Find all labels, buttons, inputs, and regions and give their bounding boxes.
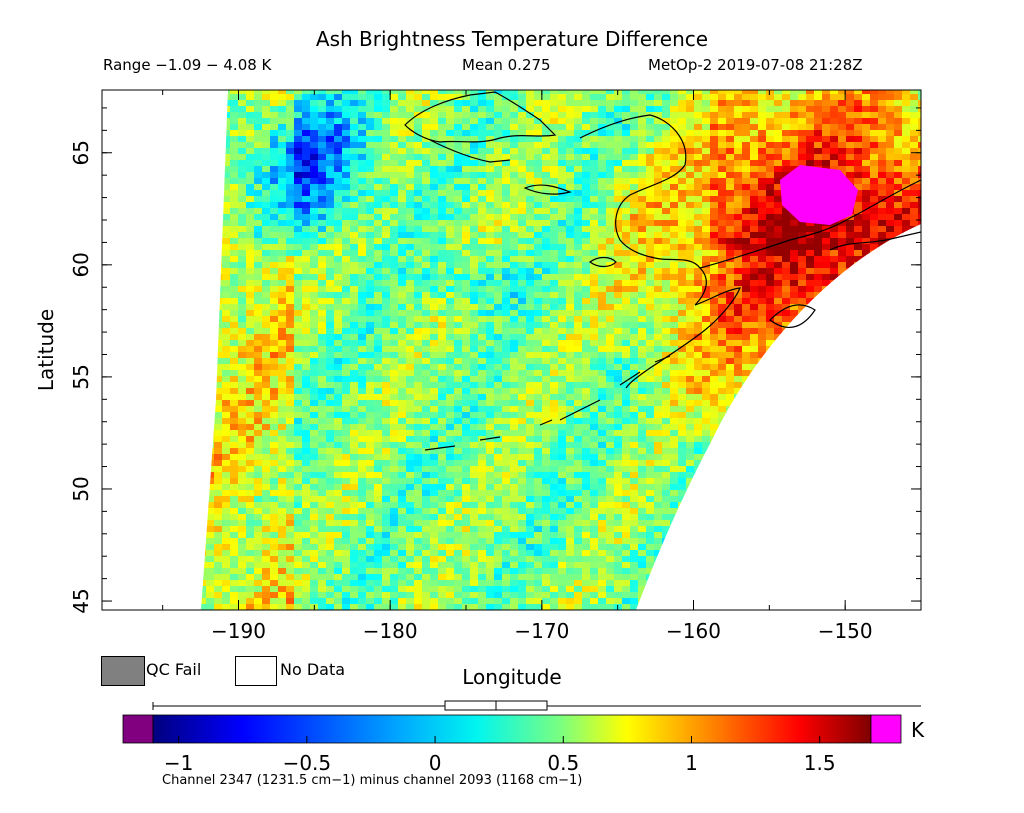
x-axis: −190 −180 −170 −160 −150 [162,90,922,643]
y-tick-label: 65 [69,140,93,165]
coastlines [404,91,921,451]
y-tick-label: 45 [69,588,93,613]
coastline-alaska-south [699,179,921,269]
colorbar-gradient [152,714,872,744]
y-axis-label: Latitude [34,308,58,392]
coastline-st-lawrence [523,184,572,195]
y-axis: 45 50 55 60 65 [69,107,921,614]
colorbar-tick-label: 0 [429,751,442,775]
qc-fail-swatch [101,656,145,686]
plot-frame [101,89,922,611]
colorbar-tick-label: 1 [685,751,698,775]
mean-text: Mean 0.275 [462,56,551,74]
colorbar: −1 −0.5 0 0.5 1 1.5 [122,700,921,775]
no-data-swatch [235,656,277,686]
colorbar-tick-label: −1 [164,751,193,775]
coastline-gulf [829,231,921,251]
coastline-aleutians [424,355,671,451]
y-tick-label: 60 [69,252,93,277]
range-text: Range −1.09 − 4.08 K [103,56,272,74]
satellite-timestamp: MetOp-2 2019-07-08 21:28Z [648,56,863,74]
x-tick-label: −160 [666,619,721,643]
coastline-alaska-west [579,114,741,389]
no-data-label: No Data [280,660,346,679]
x-tick-label: −170 [514,619,569,643]
x-axis-label: Longitude [462,665,562,689]
qc-fail-label: QC Fail [146,660,202,679]
y-tick-label: 55 [69,364,93,389]
data-swath [201,90,921,610]
y-tick-label: 50 [69,476,93,501]
x-tick-label: −150 [818,619,873,643]
x-tick-label: −190 [211,619,266,643]
colorbar-unit: K [911,718,925,742]
colorbar-ticks: −1 −0.5 0 0.5 1 1.5 [164,736,836,775]
coastline-kodiak [769,304,816,328]
colorbar-tick-label: −0.5 [283,751,332,775]
x-tick-label: −180 [363,619,418,643]
colorbar-tick-label: 1.5 [804,751,836,775]
colorbar-underflow [122,714,154,744]
coastline-chukotka-south [429,139,511,163]
channel-description: Channel 2347 (1231.5 cm−1) minus channel… [162,773,583,788]
coastline-nunivak [588,256,617,268]
colorbar-tick-label: 0.5 [547,751,579,775]
chart-title: Ash Brightness Temperature Difference [315,27,709,51]
colorbar-overflow [870,714,902,744]
coastline-siberia [404,91,557,143]
